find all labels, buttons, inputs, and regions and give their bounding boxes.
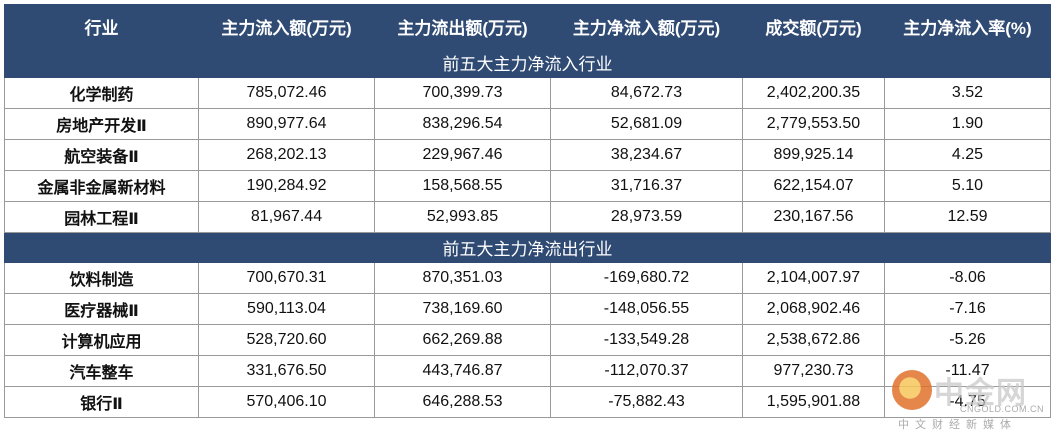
- net-inflow-cell: 31,716.37: [550, 170, 743, 202]
- table-row: 航空装备Ⅱ 268,202.13 229,967.46 38,234.67 89…: [4, 139, 1051, 171]
- outflow-cell: 870,351.03: [374, 262, 551, 294]
- rate-cell: 5.10: [884, 170, 1051, 202]
- outflow-cell: 700,399.73: [374, 77, 551, 109]
- table-row: 金属非金属新材料 190,284.92 158,568.55 31,716.37…: [4, 170, 1051, 202]
- inflow-cell: 700,670.31: [198, 262, 375, 294]
- turnover-cell: 977,230.73: [742, 355, 885, 387]
- turnover-cell: 2,538,672.86: [742, 324, 885, 356]
- industry-name: 房地产开发Ⅱ: [4, 108, 199, 140]
- rate-cell: -5.26: [884, 324, 1051, 356]
- industry-name: 金属非金属新材料: [4, 170, 199, 202]
- rate-cell: 1.90: [884, 108, 1051, 140]
- fund-flow-table: 行业 主力流入额(万元) 主力流出额(万元) 主力净流入额(万元) 成交额(万元…: [4, 4, 1051, 418]
- turnover-cell: 1,595,901.88: [742, 386, 885, 418]
- header-net-inflow: 主力净流入额(万元): [550, 4, 743, 48]
- table-row: 银行Ⅱ 570,406.10 646,288.53 -75,882.43 1,5…: [4, 386, 1051, 418]
- watermark-tagline: 中文财经新媒体: [898, 419, 1017, 431]
- header-industry: 行业: [4, 4, 199, 48]
- rate-cell: -8.06: [884, 262, 1051, 294]
- outflow-cell: 158,568.55: [374, 170, 551, 202]
- turnover-cell: 230,167.56: [742, 201, 885, 233]
- inflow-cell: 528,720.60: [198, 324, 375, 356]
- outflow-cell: 229,967.46: [374, 139, 551, 171]
- rate-cell: -7.16: [884, 293, 1051, 325]
- net-inflow-cell: -112,070.37: [550, 355, 743, 387]
- net-inflow-cell: 28,973.59: [550, 201, 743, 233]
- header-outflow: 主力流出额(万元): [374, 4, 551, 48]
- table-row: 饮料制造 700,670.31 870,351.03 -169,680.72 2…: [4, 262, 1051, 294]
- inflow-cell: 81,967.44: [198, 201, 375, 233]
- header-net-inflow-rate: 主力净流入率(%): [884, 4, 1051, 48]
- industry-name: 银行Ⅱ: [4, 386, 199, 418]
- rate-cell: 12.59: [884, 201, 1051, 233]
- inflow-cell: 190,284.92: [198, 170, 375, 202]
- section-header-inflow: 前五大主力净流入行业: [4, 47, 1051, 78]
- section-header-outflow: 前五大主力净流出行业: [4, 232, 1051, 263]
- table-row: 医疗器械Ⅱ 590,113.04 738,169.60 -148,056.55 …: [4, 293, 1051, 325]
- outflow-cell: 738,169.60: [374, 293, 551, 325]
- turnover-cell: 2,068,902.46: [742, 293, 885, 325]
- section-title: 前五大主力净流出行业: [4, 232, 1051, 263]
- inflow-cell: 785,072.46: [198, 77, 375, 109]
- turnover-cell: 622,154.07: [742, 170, 885, 202]
- rate-cell: 4.25: [884, 139, 1051, 171]
- net-inflow-cell: -148,056.55: [550, 293, 743, 325]
- table-row: 汽车整车 331,676.50 443,746.87 -112,070.37 9…: [4, 355, 1051, 387]
- industry-name: 计算机应用: [4, 324, 199, 356]
- industry-name: 汽车整车: [4, 355, 199, 387]
- industry-name: 航空装备Ⅱ: [4, 139, 199, 171]
- table-row: 计算机应用 528,720.60 662,269.88 -133,549.28 …: [4, 324, 1051, 356]
- inflow-cell: 590,113.04: [198, 293, 375, 325]
- industry-name: 饮料制造: [4, 262, 199, 294]
- net-inflow-cell: 38,234.67: [550, 139, 743, 171]
- turnover-cell: 899,925.14: [742, 139, 885, 171]
- table-row: 房地产开发Ⅱ 890,977.64 838,296.54 52,681.09 2…: [4, 108, 1051, 140]
- table-row: 化学制药 785,072.46 700,399.73 84,672.73 2,4…: [4, 77, 1051, 109]
- turnover-cell: 2,402,200.35: [742, 77, 885, 109]
- rate-cell: -11.47: [884, 355, 1051, 387]
- outflow-cell: 838,296.54: [374, 108, 551, 140]
- section-title: 前五大主力净流入行业: [4, 47, 1051, 78]
- industry-name: 化学制药: [4, 77, 199, 109]
- net-inflow-cell: 52,681.09: [550, 108, 743, 140]
- header-row: 行业 主力流入额(万元) 主力流出额(万元) 主力净流入额(万元) 成交额(万元…: [4, 4, 1051, 48]
- turnover-cell: 2,104,007.97: [742, 262, 885, 294]
- outflow-cell: 646,288.53: [374, 386, 551, 418]
- outflow-cell: 52,993.85: [374, 201, 551, 233]
- outflow-cell: 443,746.87: [374, 355, 551, 387]
- industry-name: 园林工程Ⅱ: [4, 201, 199, 233]
- rate-cell: -4.75: [884, 386, 1051, 418]
- table-row: 园林工程Ⅱ 81,967.44 52,993.85 28,973.59 230,…: [4, 201, 1051, 233]
- inflow-cell: 268,202.13: [198, 139, 375, 171]
- header-turnover: 成交额(万元): [742, 4, 885, 48]
- industry-name: 医疗器械Ⅱ: [4, 293, 199, 325]
- net-inflow-cell: -75,882.43: [550, 386, 743, 418]
- rate-cell: 3.52: [884, 77, 1051, 109]
- inflow-cell: 331,676.50: [198, 355, 375, 387]
- inflow-cell: 570,406.10: [198, 386, 375, 418]
- outflow-cell: 662,269.88: [374, 324, 551, 356]
- net-inflow-cell: -133,549.28: [550, 324, 743, 356]
- turnover-cell: 2,779,553.50: [742, 108, 885, 140]
- net-inflow-cell: -169,680.72: [550, 262, 743, 294]
- inflow-cell: 890,977.64: [198, 108, 375, 140]
- net-inflow-cell: 84,672.73: [550, 77, 743, 109]
- header-inflow: 主力流入额(万元): [198, 4, 375, 48]
